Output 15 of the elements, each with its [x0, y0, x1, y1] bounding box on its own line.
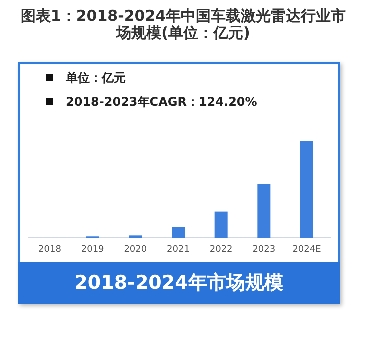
x-tick-label: 2021: [167, 245, 190, 255]
x-tick-label: 2024E: [292, 245, 322, 255]
text: 2018-2023年CAGR：124.20%: [66, 94, 258, 111]
x-tick-label: 2020: [124, 245, 148, 255]
bar: [258, 184, 271, 238]
x-tick-label: 2022: [210, 245, 233, 255]
bar: [214, 212, 228, 238]
x-tick-label: 2023: [252, 245, 276, 255]
text: 单位：亿元: [66, 70, 126, 87]
x-tick-label: 2018: [38, 245, 62, 255]
bar: [300, 141, 314, 238]
bar: [172, 227, 185, 238]
text: 2018-2024年市场规模: [18, 262, 340, 304]
chart-title: 图表1：2018-2024年中国车载激光雷达行业市场规模(单位：亿元): [20, 7, 347, 42]
x-tick-label: 2019: [81, 245, 105, 255]
